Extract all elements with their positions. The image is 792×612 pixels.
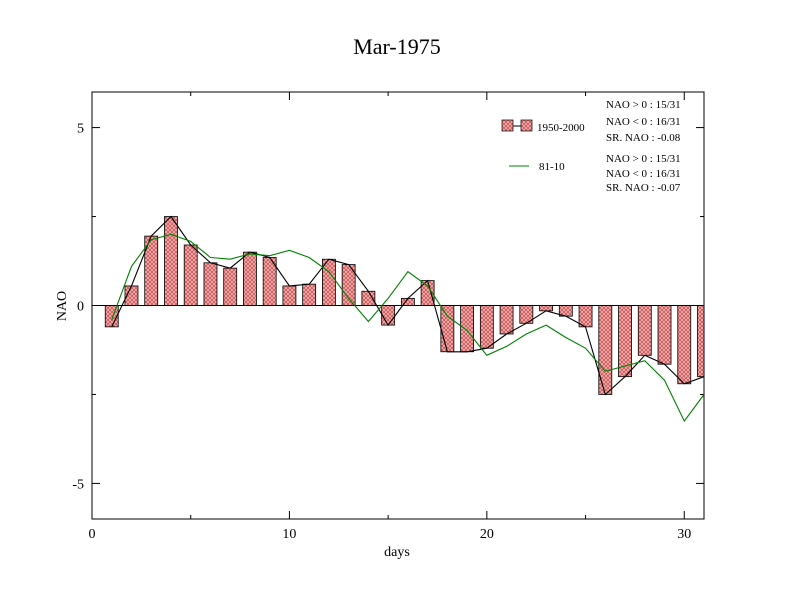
chart-title: Mar-1975 [353,34,441,59]
y-tick-label-0: 0 [77,300,84,315]
bars-1950-2000 [104,216,705,395]
bar-day-23 [539,305,553,312]
stat-1950-nao-pos: NAO > 0 : 15/31 [606,99,681,111]
bar-day-26 [598,305,613,395]
stat-8110-nao-neg: NAO < 0 : 16/31 [606,168,681,180]
bar-day-12 [322,258,336,306]
axis-ticks: 0 10 20 30 -5 0 5 [72,92,704,542]
bar-day-21 [499,305,514,335]
stat-1950-nao-neg: NAO < 0 : 16/31 [606,116,681,128]
bar-day-28 [637,305,652,356]
legend-label-81-10: 81-10 [539,161,565,173]
line-1950-2000 [111,215,705,396]
bar-day-10 [282,285,297,306]
stat-8110-nao-pos: NAO > 0 : 15/31 [606,153,681,165]
bar-day-25 [578,305,593,328]
y-tick-label-5: 5 [77,122,84,137]
x-tick-label-20: 20 [480,527,494,542]
bar-day-6 [203,262,218,306]
legend-label-1950-2000: 1950-2000 [537,122,585,134]
line-81-10 [111,233,705,423]
bar-day-5 [183,244,198,306]
bar-day-8 [243,251,257,306]
bar-day-18 [440,305,455,353]
series-lines [92,215,705,423]
bar-day-20 [479,305,494,349]
legend: 1950-2000 81-10 [501,119,585,173]
x-tick-label-10: 10 [282,527,296,542]
legend-swatch-left [501,119,514,132]
bar-day-31 [697,305,705,378]
stats-annotations: NAO > 0 : 15/31 NAO < 0 : 16/31 SR. NAO … [606,99,681,194]
x-tick-label-30: 30 [677,527,691,542]
bar-day-29 [657,305,672,365]
bar-day-4 [164,216,178,306]
bar-day-19 [460,305,474,353]
stat-1950-sr: SR. NAO : -0.08 [606,132,681,144]
bar-day-30 [677,305,692,385]
y-axis-label: NAO [55,291,70,321]
x-tick-label-0: 0 [89,527,96,542]
stat-8110-sr: SR. NAO : -0.07 [606,182,681,194]
legend-swatch-right [520,119,533,132]
bar-day-11 [302,283,317,306]
bar-day-15 [381,305,396,326]
bar-day-7 [223,267,238,306]
y-tick-label--5: -5 [72,477,84,492]
x-axis-label: days [384,545,410,560]
